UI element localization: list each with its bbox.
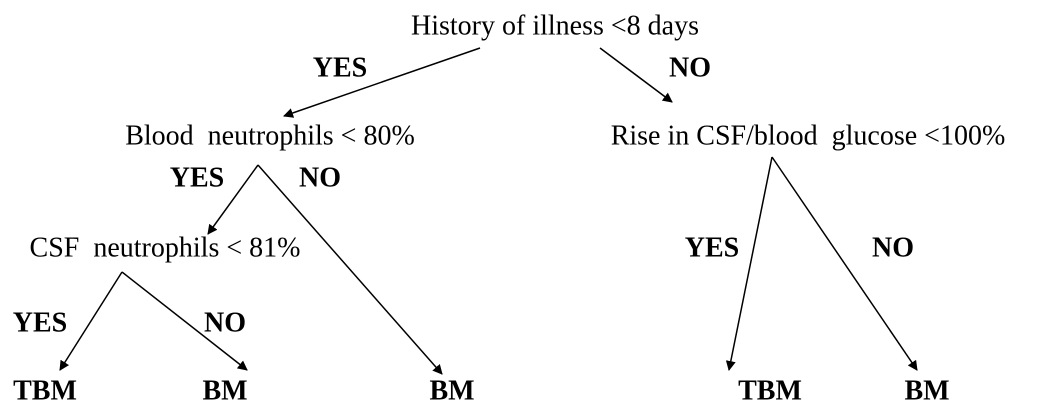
edge-label: YES <box>170 162 224 193</box>
node-label: Rise in CSF/blood glucose <100% <box>611 120 1006 151</box>
arrows <box>59 47 918 375</box>
arrow <box>121 271 248 371</box>
edge-label: NO <box>669 52 711 83</box>
edge-label: YES <box>685 232 739 263</box>
edge-label: YES <box>13 307 67 338</box>
arrow <box>599 47 673 103</box>
edge-label: YES <box>313 52 367 83</box>
node-label: History of illness <8 days <box>411 10 699 41</box>
leaf-label: TBM <box>13 375 77 406</box>
leaf-label: BM <box>202 375 247 406</box>
leaf-label: TBM <box>738 375 802 406</box>
arrow <box>725 156 773 371</box>
arrow <box>59 271 123 371</box>
arrow <box>257 164 443 375</box>
arrow <box>283 47 481 118</box>
edge-label: NO <box>204 307 246 338</box>
node-label: CSF neutrophils < 81% <box>30 232 301 263</box>
arrow <box>771 156 918 371</box>
arrow <box>207 164 259 235</box>
leaf-label: BM <box>904 375 949 406</box>
leaf-label: BM <box>429 375 474 406</box>
edge-label: NO <box>299 162 341 193</box>
edge-label: NO <box>872 232 914 263</box>
node-label: Blood neutrophils < 80% <box>125 120 415 151</box>
